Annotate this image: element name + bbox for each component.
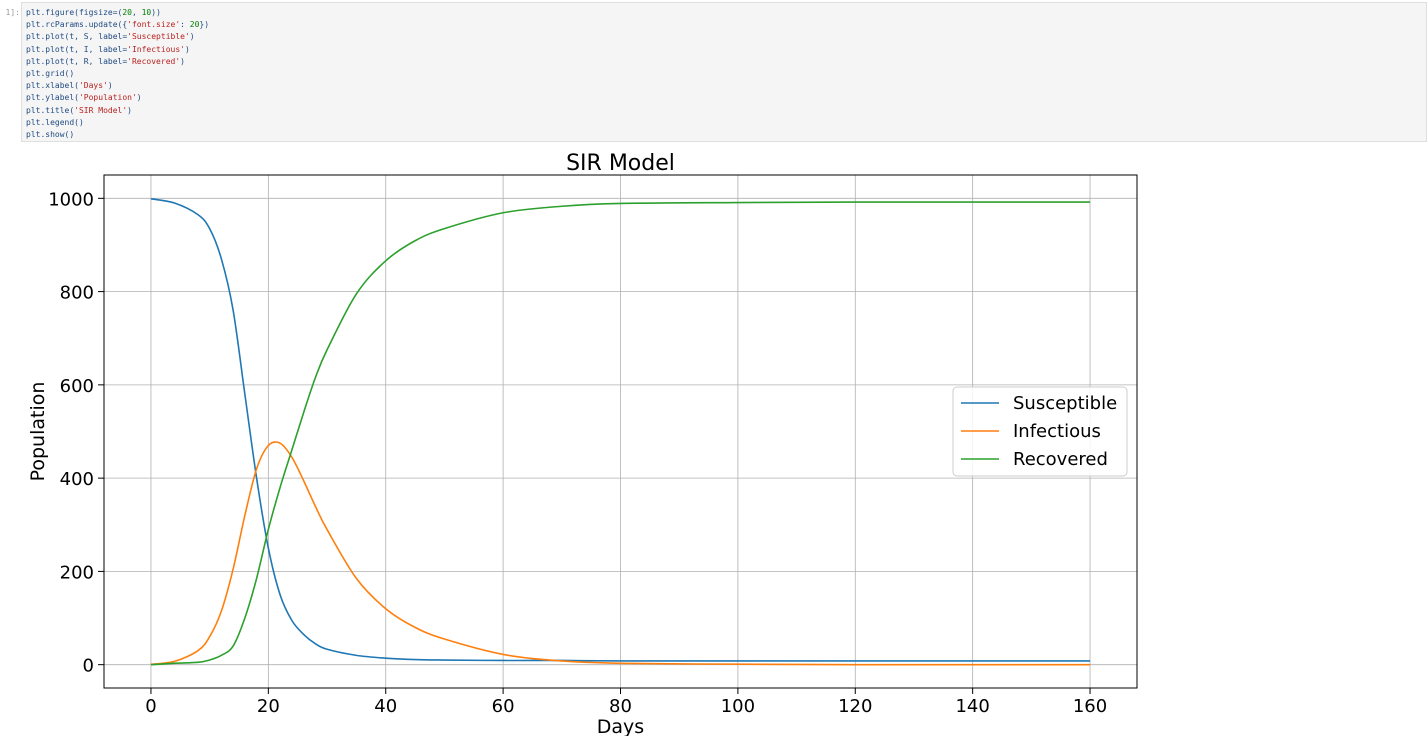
code-token: 'Recovered'	[127, 56, 181, 66]
code-token: )	[107, 81, 113, 91]
y-tick-label: 200	[60, 562, 94, 583]
cell-prompt: 1]:	[5, 8, 20, 17]
code-token: )	[180, 56, 185, 66]
code-token: plt.rcParams.update({	[26, 20, 128, 30]
code-token: plt.show()	[26, 130, 75, 140]
y-tick-label: 1000	[48, 189, 94, 210]
code-line: plt.legend()	[26, 117, 209, 129]
code-line: plt.ylabel('Population')	[26, 92, 209, 104]
code-token: 'SIR Model'	[74, 105, 128, 115]
x-tick-label: 40	[374, 696, 397, 717]
legend-label: Recovered	[1013, 449, 1108, 470]
code-line: plt.plot(t, I, label='Infectious')	[26, 44, 209, 56]
code-line: plt.plot(t, R, label='Recovered')	[26, 56, 209, 68]
code-token: 'Days'	[78, 81, 108, 91]
code-cell[interactable]: plt.figure(figsize=(20, 10)) plt.rcParams…	[21, 2, 1427, 142]
code-line: plt.xlabel('Days')	[26, 80, 209, 92]
x-tick-label: 80	[609, 696, 632, 717]
code-line: plt.plot(t, S, label='Susceptible')	[26, 31, 209, 43]
code-editor[interactable]: plt.figure(figsize=(20, 10)) plt.rcParams…	[26, 7, 209, 141]
series-line-susceptible	[150, 197, 1091, 662]
series-line-infectious	[150, 441, 1091, 666]
code-token: :	[180, 20, 190, 30]
y-tick-label: 0	[83, 656, 94, 677]
code-token: })	[199, 20, 210, 30]
sir-chart: 0 20 40 60 80 100 120 140 160 0 200 400 600 800 1000 SI…	[27, 151, 1138, 736]
code-token: 'Infectious'	[127, 44, 185, 54]
code-token: plt.figure(figsize=(	[26, 8, 123, 17]
chart-title: SIR Model	[566, 151, 675, 176]
code-token: plt.plot(t, I, label=	[26, 44, 128, 54]
code-token: 20	[189, 20, 200, 30]
legend-label: Susceptible	[1013, 393, 1117, 414]
x-tick-label: 100	[721, 696, 755, 717]
code-token: ))	[151, 8, 161, 17]
code-token: plt.xlabel(	[26, 81, 79, 91]
code-line: plt.rcParams.update({'font.size': 20})	[26, 19, 209, 31]
x-tick-label: 0	[145, 696, 156, 717]
y-axis-label: Population	[27, 382, 49, 482]
code-token: 20	[122, 8, 132, 17]
code-token: plt.ylabel(	[26, 93, 79, 103]
series-line-recovered	[150, 201, 1091, 666]
x-tick-label: 120	[838, 696, 872, 717]
legend-label: Infectious	[1013, 421, 1101, 442]
x-tick-label: 60	[492, 696, 515, 717]
code-token: plt.title(	[26, 105, 75, 115]
x-tick-label: 20	[257, 696, 280, 717]
x-tick-label: 140	[955, 696, 989, 717]
code-token: plt.grid()	[26, 69, 75, 79]
code-token: )	[127, 105, 132, 115]
legend-box	[952, 386, 1128, 477]
y-tick-label: 800	[60, 283, 94, 304]
code-token: )	[136, 93, 142, 103]
y-tick-label: 600	[60, 376, 94, 397]
code-line: plt.figure(figsize=(20, 10))	[26, 7, 209, 19]
y-tick-label: 400	[60, 469, 94, 490]
code-token: 'Population'	[78, 93, 137, 103]
code-token: 10	[141, 8, 152, 17]
code-token: ,	[131, 8, 142, 17]
x-tick-label: 160	[1073, 696, 1107, 717]
code-token: plt.plot(t, S, label=	[26, 32, 128, 42]
code-token: 'font.size'	[127, 20, 181, 30]
code-token: )	[184, 44, 190, 54]
code-token: plt.legend()	[26, 117, 84, 127]
code-token: 'Susceptible'	[127, 32, 190, 42]
x-axis-label: Days	[597, 716, 644, 736]
code-line: plt.grid()	[26, 68, 209, 80]
code-token: )	[189, 32, 195, 42]
code-line: plt.show()	[26, 129, 209, 141]
code-token: plt.plot(t, R, label=	[26, 56, 128, 66]
code-line: plt.title('SIR Model')	[26, 105, 209, 117]
